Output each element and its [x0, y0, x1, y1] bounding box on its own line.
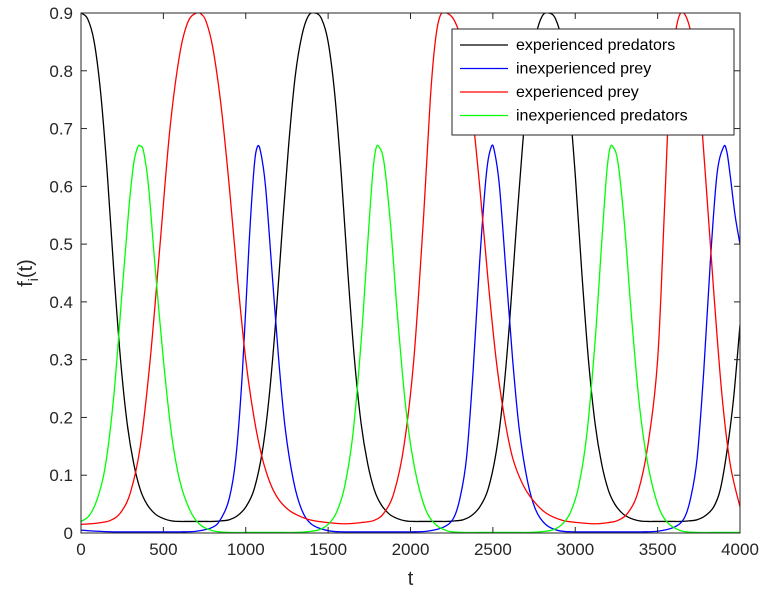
series-line-1: [81, 13, 740, 523]
y-tick-label: 0.3: [49, 351, 73, 370]
y-axis-title-tail: (t): [15, 259, 37, 278]
y-axis-title-subscript: i: [25, 278, 41, 281]
series-line-2: [81, 144, 740, 533]
y-tick-label: 0.8: [49, 62, 73, 81]
series-layer: [81, 13, 740, 533]
x-tick-label: 1500: [309, 540, 347, 559]
legend-label: inexperienced prey: [516, 61, 651, 78]
tick-layer: 0 500 1000 1500 2000 2500 3000 3500 4000 0 0.1 0.2 0…: [49, 4, 759, 559]
legend-box: [451, 28, 735, 136]
y-axis-title: fi(t): [15, 259, 41, 287]
legend-label: inexperienced predators: [516, 108, 688, 125]
legend-label: experienced prey: [516, 84, 639, 101]
x-axis-title: t: [408, 568, 414, 590]
series-line-3: [81, 13, 740, 525]
legend-label: experienced predators: [516, 37, 675, 54]
x-tick-label: 2500: [474, 540, 512, 559]
x-tick-label: 2000: [392, 540, 430, 559]
y-tick-label: 0.6: [49, 177, 73, 196]
y-tick-label: 0.2: [49, 408, 73, 427]
y-tick-label: 0.4: [49, 293, 73, 312]
y-tick-label: 0.1: [49, 466, 73, 485]
x-tick-label: 1000: [227, 540, 265, 559]
series-line-4: [81, 144, 740, 533]
y-axis-title-main: f: [15, 281, 37, 287]
x-tick-label: 500: [149, 540, 177, 559]
y-tick-label: 0.7: [49, 120, 73, 139]
x-tick-label: 3500: [639, 540, 677, 559]
y-tick-label: 0: [64, 524, 73, 543]
y-axis-title-text: fi(t): [15, 259, 41, 287]
x-tick-label: 4000: [721, 540, 759, 559]
y-tick-label: 0.9: [49, 4, 73, 23]
x-tick-label: 0: [76, 540, 85, 559]
y-tick-label: 0.5: [49, 235, 73, 254]
legend: experienced predators inexperienced prey e…: [451, 28, 735, 136]
x-tick-label: 3000: [556, 540, 594, 559]
